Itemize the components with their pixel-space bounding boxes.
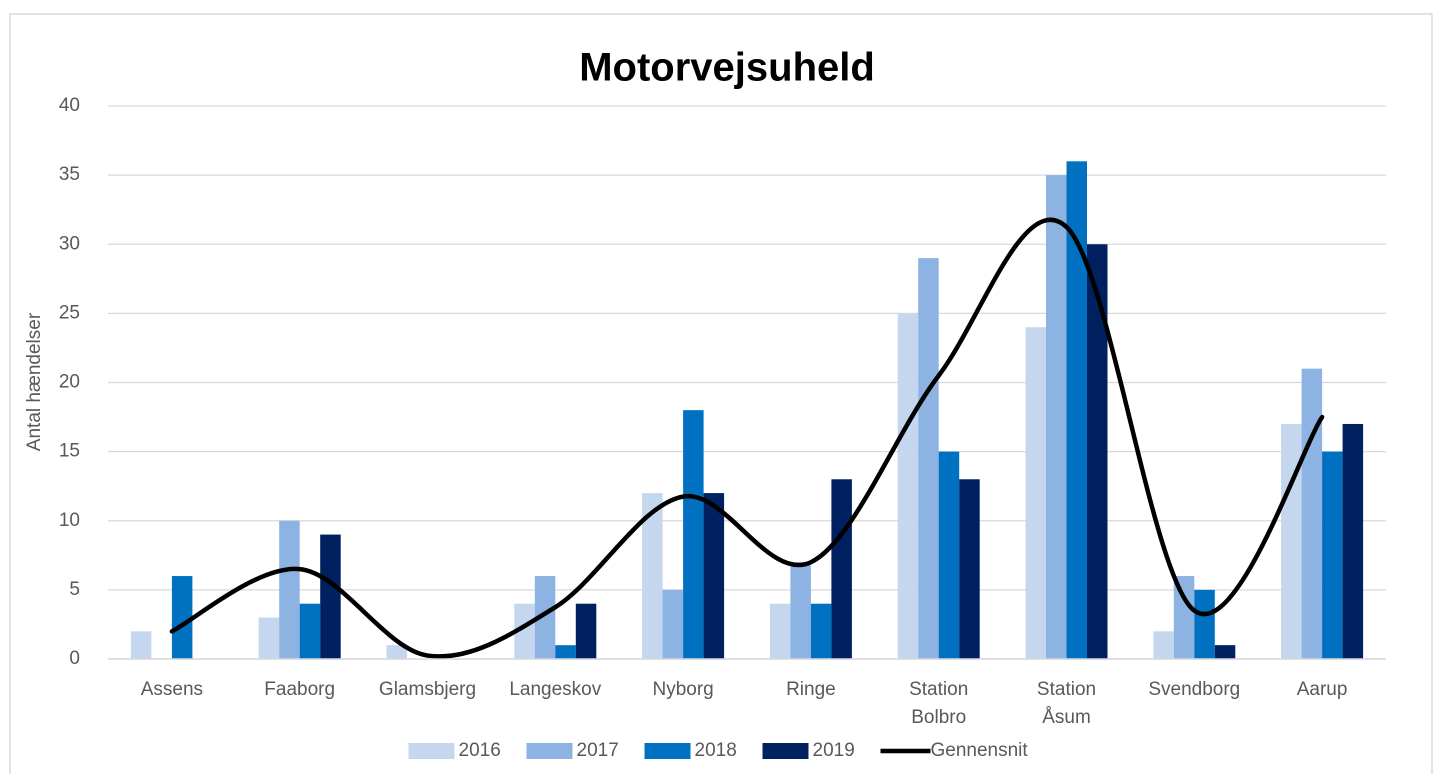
bar	[683, 410, 704, 659]
bar	[810, 603, 832, 659]
x-tick-label: Nyborg	[652, 679, 713, 700]
y-tick-label: 0	[69, 648, 80, 669]
x-tick-label-line: Bolbro	[911, 707, 966, 728]
bar	[1153, 631, 1174, 659]
x-tick-label-line: Åsum	[1042, 707, 1091, 728]
y-tick-label: 15	[59, 441, 80, 462]
legend-label: 2018	[695, 740, 737, 761]
bar	[130, 631, 152, 659]
bar	[320, 534, 341, 659]
x-tick-label-line: Station	[1037, 679, 1096, 700]
bar	[1194, 589, 1215, 659]
bar	[703, 493, 725, 659]
bar	[534, 576, 556, 659]
x-tick-label: Svendborg	[1148, 679, 1240, 700]
legend-swatch	[762, 743, 809, 759]
chart-title: Motorvejsuheld	[579, 46, 875, 90]
legend-label: 2017	[577, 740, 619, 761]
bar	[1322, 451, 1343, 659]
y-tick-label: 5	[69, 579, 80, 600]
bar	[642, 493, 663, 659]
bar	[1173, 576, 1195, 659]
y-tick-label: 25	[59, 302, 80, 323]
x-tick-label: Ringe	[786, 679, 836, 700]
y-axis-label: Antal hændelser	[24, 312, 45, 451]
line-series	[169, 217, 1325, 659]
legend-swatch	[526, 743, 573, 759]
x-tick-label: Aarup	[1297, 679, 1348, 700]
bar	[514, 603, 535, 659]
bar	[938, 451, 960, 659]
bar	[1342, 423, 1364, 659]
bar	[1025, 327, 1046, 659]
bar	[918, 258, 939, 659]
chart-border	[9, 13, 1433, 774]
bar	[959, 479, 980, 659]
bar	[790, 562, 811, 659]
x-tick-label: Langeskov	[509, 679, 601, 700]
x-tick-label: Station Bolbro	[909, 679, 968, 728]
bar	[575, 603, 597, 659]
bar	[1066, 161, 1087, 660]
bar	[279, 520, 300, 659]
bar	[1087, 244, 1108, 659]
bar	[662, 589, 684, 659]
legend-swatch	[644, 743, 691, 759]
bar	[299, 603, 321, 659]
y-tick-label: 30	[59, 233, 80, 254]
bar	[831, 479, 852, 659]
x-tick-label: Faaborg	[264, 679, 335, 700]
bar	[258, 617, 280, 659]
x-tick-label-line: Station	[909, 679, 968, 700]
y-tick-label: 10	[59, 510, 80, 531]
legend-label: Gennensnit	[931, 740, 1029, 761]
x-tick-label: Assens	[141, 679, 203, 700]
bar	[386, 645, 407, 659]
y-tick-label: 20	[59, 372, 80, 393]
bar	[1214, 645, 1236, 659]
bar	[555, 645, 576, 659]
bar	[1046, 175, 1067, 659]
y-tick-label: 40	[59, 95, 80, 116]
legend-label: 2016	[459, 740, 501, 761]
bar	[897, 313, 919, 659]
legend-swatch	[408, 743, 455, 759]
bar	[171, 576, 193, 659]
y-tick-label: 35	[59, 164, 80, 185]
bar	[1281, 423, 1302, 659]
legend-label: 2019	[813, 740, 855, 761]
x-tick-label: Station Åsum	[1037, 679, 1096, 728]
bar	[769, 603, 791, 659]
bar	[1301, 368, 1323, 659]
x-tick-label: Glamsbjerg	[379, 679, 476, 700]
